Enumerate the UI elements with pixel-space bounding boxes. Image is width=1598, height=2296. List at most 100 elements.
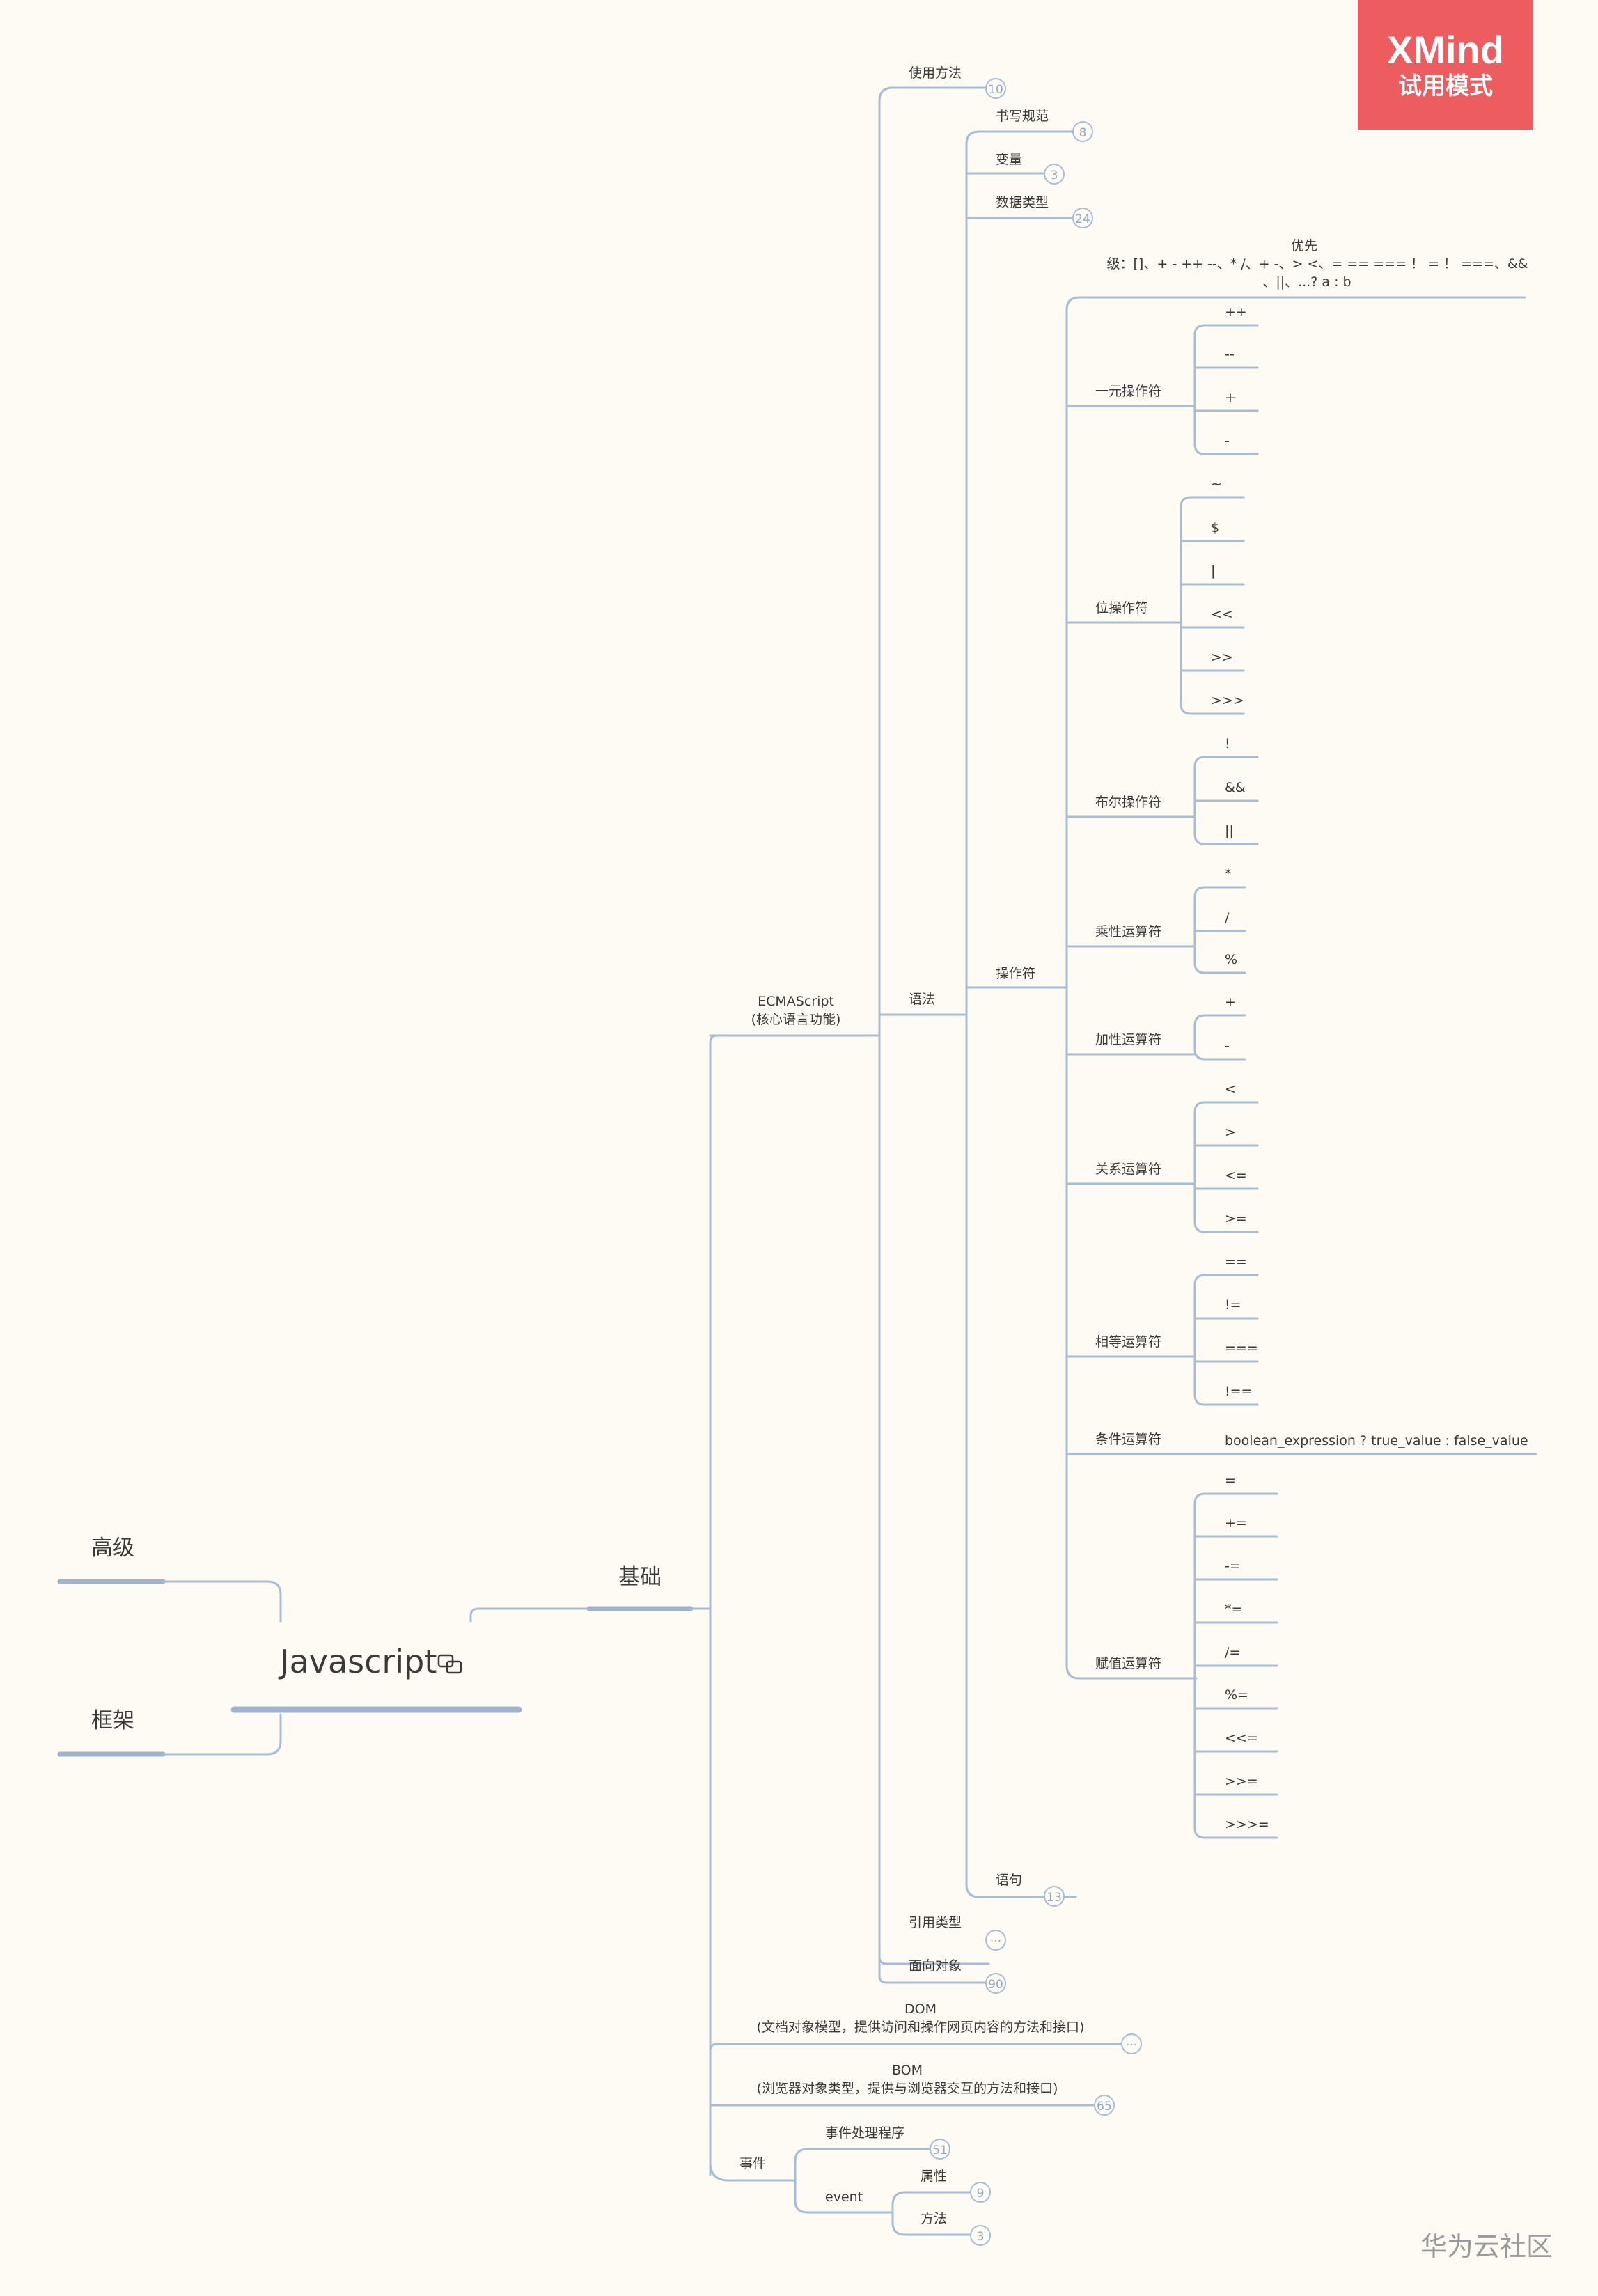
operator-item[interactable]: -= <box>1225 1559 1241 1574</box>
operator-item[interactable]: = <box>1225 1473 1236 1488</box>
topic-oop[interactable]: 面向对象 <box>909 1958 962 1974</box>
operator-item[interactable]: ++ <box>1225 304 1247 320</box>
writing-badge[interactable]: 8 <box>1072 121 1093 142</box>
operator-item[interactable]: boolean_expression ? true_value : false_… <box>1225 1433 1528 1448</box>
topic-data-types[interactable]: 数据类型 <box>996 195 1049 210</box>
operator-item[interactable]: %= <box>1225 1687 1248 1703</box>
usage-badge[interactable]: 10 <box>985 78 1006 99</box>
operator-item-line <box>1180 703 1245 715</box>
method-connector <box>891 2211 973 2236</box>
operator-item[interactable]: * <box>1225 866 1232 882</box>
statements-badge[interactable]: 13 <box>1044 1886 1065 1907</box>
operator-item[interactable]: === <box>1225 1341 1258 1356</box>
operator-item[interactable]: >>= <box>1225 1774 1258 1789</box>
watermark: 华为云社区 <box>1420 2231 1553 2262</box>
topic-advanced[interactable]: 高级 <box>91 1536 134 1561</box>
topic-event-property[interactable]: 属性 <box>921 2169 948 2184</box>
dom-connector <box>709 2043 1122 2132</box>
operator-group-5[interactable]: 关系运算符 <box>1095 1162 1162 1177</box>
operator-item[interactable]: -- <box>1225 347 1235 362</box>
operator-item-line <box>1193 443 1259 455</box>
level4-trunk <box>965 143 1077 1898</box>
bom-badge[interactable]: 65 <box>1094 2095 1115 2116</box>
topic-ecmascript: ECMAScript <box>758 994 834 1009</box>
operator-group-8[interactable]: 赋值运算符 <box>1095 1656 1162 1671</box>
operator-item[interactable]: % <box>1225 952 1238 967</box>
topic-events[interactable]: 事件 <box>739 2156 767 2171</box>
operator-item-line <box>1193 756 1259 768</box>
reftypes-badge[interactable]: ··· <box>985 1930 1006 1951</box>
brand-name: XMind <box>1387 28 1504 72</box>
operator-item[interactable]: <<= <box>1225 1731 1258 1746</box>
operator-item[interactable]: << <box>1211 607 1233 622</box>
topic-writing-rules[interactable]: 书写规范 <box>996 109 1049 124</box>
topic-dom-desc: (文档对象模型，提供访问和操作网页内容的方法和接口) <box>756 2020 1085 2035</box>
precedence-text: 级：[]、+ - ++ --、* /、+ -、> <、= == === ！ = … <box>1106 256 1528 272</box>
operator-item[interactable]: != <box>1225 1297 1241 1313</box>
operator-item[interactable]: >> <box>1211 650 1233 665</box>
operator-item[interactable]: - <box>1225 433 1230 448</box>
operator-group-0[interactable]: 一元操作符 <box>1095 384 1162 399</box>
operator-group-6[interactable]: 相等运算符 <box>1095 1334 1162 1350</box>
handler-connector <box>794 2148 933 2182</box>
operator-item-line <box>1193 1048 1246 1061</box>
operator-item-line <box>1193 962 1246 974</box>
variables-badge[interactable]: 3 <box>1044 164 1065 185</box>
operator-item-line <box>1193 1492 1278 1505</box>
operator-item[interactable]: <= <box>1225 1168 1247 1183</box>
operator-item[interactable]: $ <box>1211 520 1220 536</box>
advanced-connector <box>162 1580 282 1623</box>
operator-group-7[interactable]: 条件运算符 <box>1095 1432 1162 1447</box>
operator-item[interactable]: == <box>1225 1254 1247 1270</box>
oop-badge[interactable]: 90 <box>985 1973 1006 1994</box>
topic-event[interactable]: event <box>825 2189 863 2205</box>
dom-badge[interactable]: ··· <box>1121 2033 1142 2054</box>
operator-group-1[interactable]: 位操作符 <box>1095 600 1149 616</box>
operator-group-2[interactable]: 布尔操作符 <box>1095 795 1162 810</box>
operator-item-line <box>1193 886 1246 898</box>
topic-event-method[interactable]: 方法 <box>921 2211 948 2226</box>
operator-group-3[interactable]: 乘性运算符 <box>1095 924 1162 939</box>
operator-item[interactable]: >>>= <box>1225 1817 1269 1832</box>
topic-variables[interactable]: 变量 <box>996 152 1023 167</box>
topic-basics[interactable]: 基础 <box>618 1565 661 1590</box>
topic-event-handler[interactable]: 事件处理程序 <box>825 2125 905 2141</box>
operator-group-4[interactable]: 加性运算符 <box>1095 1032 1162 1047</box>
operator-item[interactable]: + <box>1225 994 1236 1010</box>
operator-item[interactable]: !== <box>1225 1384 1253 1399</box>
oop-connector <box>878 1969 990 1984</box>
topic-usage[interactable]: 使用方法 <box>909 65 962 81</box>
datatypes-badge[interactable]: 24 <box>1072 208 1093 228</box>
operator-item[interactable]: ~ <box>1211 476 1222 492</box>
operator-item-line <box>1193 833 1259 845</box>
topic-reference-types[interactable]: 引用类型 <box>909 1915 962 1930</box>
operator-item[interactable]: /= <box>1225 1645 1241 1660</box>
handler-badge[interactable]: 51 <box>930 2139 950 2160</box>
operator-item-line <box>1193 1221 1259 1233</box>
operator-item[interactable]: > <box>1225 1125 1236 1140</box>
method-badge[interactable]: 3 <box>970 2225 991 2246</box>
operator-item[interactable]: >= <box>1225 1211 1247 1226</box>
link-icon[interactable] <box>437 1654 462 1674</box>
topic-operators[interactable]: 操作符 <box>996 966 1036 981</box>
operator-item[interactable]: || <box>1225 823 1234 838</box>
operator-item[interactable]: + <box>1225 390 1236 405</box>
operator-item[interactable]: | <box>1211 563 1216 579</box>
operator-item[interactable]: >>> <box>1211 693 1244 708</box>
operator-item[interactable]: < <box>1225 1081 1236 1097</box>
operator-item[interactable]: / <box>1225 910 1230 926</box>
operator-item[interactable]: && <box>1225 780 1246 795</box>
root-topic-label[interactable]: Javascript <box>280 1643 437 1680</box>
operator-item[interactable]: *= <box>1225 1602 1243 1617</box>
topic-syntax[interactable]: 语法 <box>909 992 936 1007</box>
topic-frameworks[interactable]: 框架 <box>91 1708 134 1733</box>
prop-badge[interactable]: 9 <box>970 2182 991 2203</box>
topic-statements[interactable]: 语句 <box>996 1873 1023 1888</box>
xmind-trial-badge[interactable]: XMind 试用模式 <box>1358 0 1533 130</box>
operator-item[interactable]: ! <box>1225 736 1230 751</box>
operator-item[interactable]: += <box>1225 1515 1247 1531</box>
precedence-text-tail: 、||、...? a : b <box>1262 274 1352 290</box>
operator-item[interactable]: - <box>1225 1038 1230 1054</box>
operator-item-line <box>1180 496 1245 508</box>
usage-connector <box>878 86 990 102</box>
